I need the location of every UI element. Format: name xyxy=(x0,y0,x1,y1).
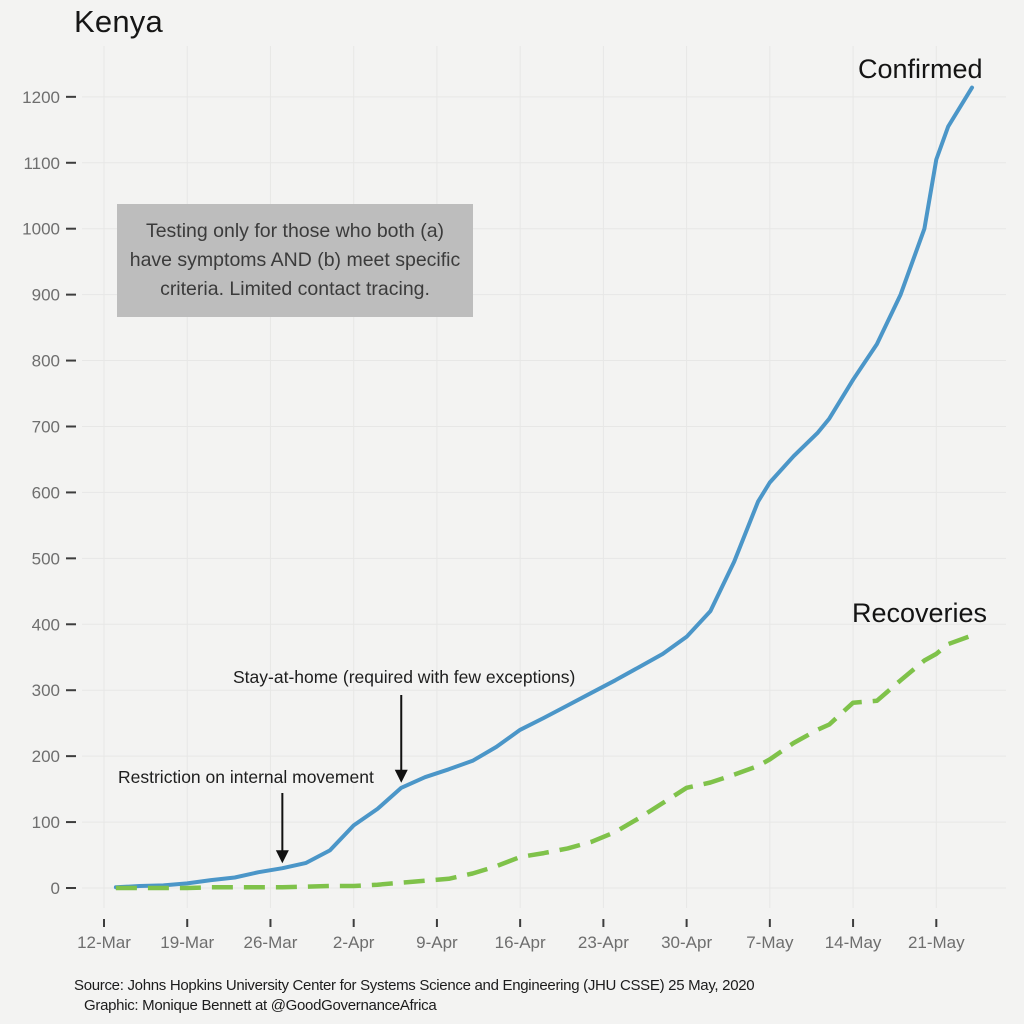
y-axis-label: 500 xyxy=(32,549,60,568)
x-axis-label: 12-Mar xyxy=(77,933,131,952)
series-label-confirmed: Confirmed xyxy=(858,54,983,84)
y-axis-label: 900 xyxy=(32,286,60,305)
chart-title: Kenya xyxy=(74,4,163,39)
y-axis-label: 200 xyxy=(32,747,60,766)
source-line: Source: Johns Hopkins University Center … xyxy=(74,977,755,994)
annotation-arrowhead-0 xyxy=(275,850,289,864)
x-axis-label: 19-Mar xyxy=(160,933,214,952)
annotation-restriction-label: Restriction on internal movement xyxy=(118,767,374,787)
x-axis-label: 23-Apr xyxy=(578,933,629,952)
y-axis-label: 400 xyxy=(32,615,60,634)
y-axis-label: 0 xyxy=(51,879,60,898)
testing-note-box: Testing only for those who both (a) have… xyxy=(117,204,473,317)
note-line-2: have symptoms AND (b) meet specific xyxy=(129,249,461,271)
x-axis-label: 21-May xyxy=(908,933,965,952)
annotation-arrowhead-1 xyxy=(394,769,408,783)
annotation-stayhome-label: Stay-at-home (required with few exceptio… xyxy=(233,667,576,687)
y-axis-label: 600 xyxy=(32,483,60,502)
y-axis-label: 1000 xyxy=(22,220,60,239)
y-axis-label: 300 xyxy=(32,681,60,700)
x-axis-label: 2-Apr xyxy=(333,933,375,952)
series-line-recoveries xyxy=(115,633,973,891)
x-axis-label: 30-Apr xyxy=(661,933,712,952)
note-line-3: criteria. Limited contact tracing. xyxy=(160,278,430,300)
y-axis-label: 1100 xyxy=(23,154,60,173)
x-axis-label: 26-Mar xyxy=(244,933,298,952)
series-line-confirmed xyxy=(113,85,974,890)
credit-line: Graphic: Monique Bennett at @GoodGoverna… xyxy=(84,997,437,1014)
x-axis-label: 9-Apr xyxy=(416,933,458,952)
x-axis-label: 16-Apr xyxy=(495,933,546,952)
x-axis-label: 7-May xyxy=(746,933,794,952)
series-label-recoveries: Recoveries xyxy=(852,598,988,628)
y-axis-label: 100 xyxy=(32,813,60,832)
note-line-1: Testing only for those who both (a) xyxy=(145,220,445,242)
y-axis-label: 1200 xyxy=(22,88,60,107)
x-axis-label: 14-May xyxy=(825,933,882,952)
y-axis-label: 800 xyxy=(32,352,60,371)
y-axis-label: 700 xyxy=(32,417,60,436)
